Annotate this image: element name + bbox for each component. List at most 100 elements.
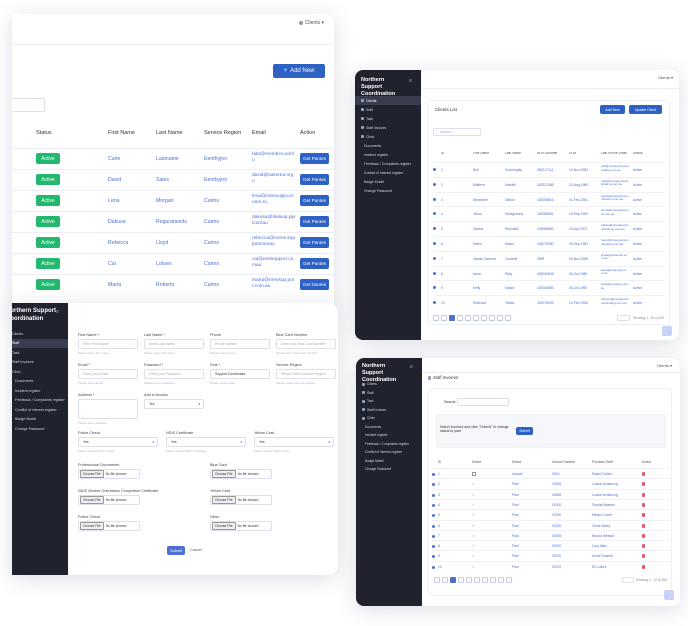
page-nav-button[interactable]	[442, 577, 448, 583]
delete-icon[interactable]	[642, 482, 645, 487]
delete-icon[interactable]	[642, 544, 645, 549]
expand-icon[interactable]	[433, 301, 436, 305]
page-nav-button[interactable]	[498, 577, 504, 583]
cell-email[interactable]: anna@example.com.au	[601, 267, 627, 276]
cell-email[interactable]: steph@nrsupportcoordinating.com.au	[601, 193, 629, 202]
get-notes-button[interactable]: Get Pantes	[300, 174, 329, 185]
get-notes-button[interactable]: Get Pantes	[300, 195, 329, 206]
expand-icon[interactable]	[433, 197, 436, 201]
sidebar-item-badge-model[interactable]: Badge Model	[12, 415, 68, 425]
form-input[interactable]: Enter your Password	[144, 369, 204, 379]
user-menu[interactable]: Clients ▾	[656, 363, 672, 368]
sidebar-item-badge-model[interactable]: Badge Model	[356, 457, 422, 466]
scroll-top-button[interactable]	[664, 590, 674, 600]
check-select[interactable]: Yes ▾	[78, 437, 158, 447]
sidebar-item-staff[interactable]: Staff	[355, 105, 421, 114]
page-button[interactable]	[465, 315, 471, 321]
sidebar-item-documents[interactable]: Documents	[12, 377, 68, 387]
update-client-button[interactable]: Update Client	[629, 105, 662, 114]
pagination[interactable]	[433, 315, 511, 321]
get-notes-button[interactable]: Get Dantes	[300, 279, 329, 290]
cell-email[interactable]: matt@nrsupportcoordinating.com.au	[601, 178, 629, 187]
check-icon[interactable]: ✓	[472, 522, 476, 528]
choose-file-button[interactable]: Choose File	[212, 496, 236, 504]
sidebar-item-clinic[interactable]: Clinic	[12, 367, 68, 377]
sidebar-item-staff[interactable]: Staff	[12, 338, 68, 348]
expand-icon[interactable]	[433, 212, 436, 216]
expand-icon[interactable]	[433, 168, 436, 171]
expand-icon[interactable]	[433, 182, 436, 186]
cell-email[interactable]: jessie@example.com.au	[601, 252, 628, 261]
page-button[interactable]	[466, 577, 472, 583]
cell-email[interactable]: david@sasvrea.nrgn	[252, 173, 294, 184]
form-input[interactable]: Enter your Email	[78, 369, 138, 379]
page-button[interactable]	[449, 315, 455, 321]
sidebar-item-feedback-complaints-register[interactable]: Feedback / Complaints register	[355, 159, 421, 168]
cell-email[interactable]: dakusa@delisup.pprtcomau	[252, 215, 296, 226]
choose-file-button[interactable]: Choose File	[212, 470, 236, 478]
check-icon[interactable]: ✓	[472, 491, 476, 497]
cell-email[interactable]: lena@nrenvuppo.rcoom.ru	[252, 194, 294, 205]
delete-icon[interactable]	[642, 523, 645, 528]
sidebar-item-conflict-of-interest-register[interactable]: Conflict of interest register	[356, 448, 422, 457]
check-icon[interactable]: ✓	[472, 532, 476, 538]
sidebar-item-change-password[interactable]: Change Password	[355, 186, 421, 195]
file-input[interactable]: Choose File No file chosen	[210, 521, 272, 531]
page-size-select[interactable]	[622, 577, 634, 583]
address-textarea[interactable]	[78, 399, 138, 419]
file-input[interactable]: Choose File No file chosen	[78, 495, 140, 505]
delete-icon[interactable]	[642, 472, 645, 476]
cell-email[interactable]: jenna@nrsupportcoord.com.au	[601, 208, 629, 216]
check-icon[interactable]: ✓	[472, 481, 476, 487]
sidebar-item-clinic[interactable]: Clinic	[356, 414, 422, 423]
expand-icon[interactable]	[432, 524, 435, 528]
form-input[interactable]: Enter First Name	[78, 339, 138, 349]
file-input[interactable]: Choose File No file chosen	[210, 469, 272, 479]
check-select[interactable]: Yes ▾	[254, 437, 334, 447]
expand-icon[interactable]	[432, 555, 435, 559]
sidebar-item-conflict-of-interest-register[interactable]: Conflict of interest register	[355, 168, 421, 177]
cell-email[interactable]: helen@nrsupportcoordinating.com.au	[601, 238, 629, 246]
access-select[interactable]: Yes ▾	[144, 399, 204, 409]
cell-email[interactable]: kelly@example.com.au	[601, 282, 629, 290]
form-input[interactable]: Please Select Service Region	[276, 369, 336, 379]
expand-icon[interactable]	[432, 473, 435, 476]
cell-email[interactable]: marta@nrevsup.port.com.au	[252, 278, 295, 289]
delete-icon[interactable]	[642, 492, 645, 497]
sidebar-item-feedback-complaints-register[interactable]: Feedback / Complaints register	[356, 440, 422, 449]
sidebar-item-clients[interactable]: Clients	[355, 96, 421, 105]
expand-icon[interactable]	[432, 493, 435, 497]
collapse-icon[interactable]: ≡	[56, 309, 59, 315]
sidebar-item-feedback-complaints-register[interactable]: Feedback / Complaints register	[12, 396, 68, 406]
file-input[interactable]: Choose File No file chosen	[78, 521, 140, 531]
expand-icon[interactable]	[433, 271, 436, 275]
sidebar-item-staff-invoices[interactable]: Staff Invoices	[356, 406, 422, 415]
cell-email[interactable]: cai@erewupport.comau	[252, 257, 294, 268]
sidebar-item-badge-model[interactable]: Badge Model	[355, 177, 421, 186]
cell-email[interactable]: rebecca@nrsupportcoordinating.com.au	[601, 297, 629, 305]
get-notes-button[interactable]: Get Pantes	[300, 258, 329, 269]
page-button[interactable]	[482, 577, 488, 583]
cell-email[interactable]: sabina@nrsupportcoordinating.com.au	[601, 223, 629, 231]
page-nav-button[interactable]	[433, 315, 439, 321]
check-select[interactable]: Yes ▾	[166, 437, 246, 447]
file-input[interactable]: Choose File No file chosen	[78, 469, 140, 479]
get-notes-button[interactable]: Get Pantes	[300, 216, 329, 227]
page-button[interactable]	[474, 577, 480, 583]
page-nav-button[interactable]	[505, 315, 511, 321]
sidebar-item-change-password[interactable]: Change Password	[12, 424, 68, 434]
user-menu[interactable]: Clients ▾	[298, 20, 324, 26]
expand-icon[interactable]	[432, 565, 435, 569]
collapse-icon[interactable]: ≡	[409, 78, 412, 84]
delete-icon[interactable]	[642, 554, 645, 559]
form-input[interactable]: Phone number	[210, 339, 270, 349]
check-icon[interactable]: ✓	[472, 512, 476, 518]
scroll-top-button[interactable]	[662, 326, 672, 336]
page-button[interactable]	[450, 577, 456, 583]
get-notes-button[interactable]: Get Pantes	[300, 153, 329, 164]
form-input[interactable]: Enter Last Name	[144, 339, 204, 349]
sidebar-item-documents[interactable]: Documents	[355, 141, 421, 150]
sidebar-item-change-password[interactable]: Change Password	[356, 465, 422, 474]
expand-icon[interactable]	[432, 483, 435, 487]
page-nav-button[interactable]	[434, 577, 440, 583]
